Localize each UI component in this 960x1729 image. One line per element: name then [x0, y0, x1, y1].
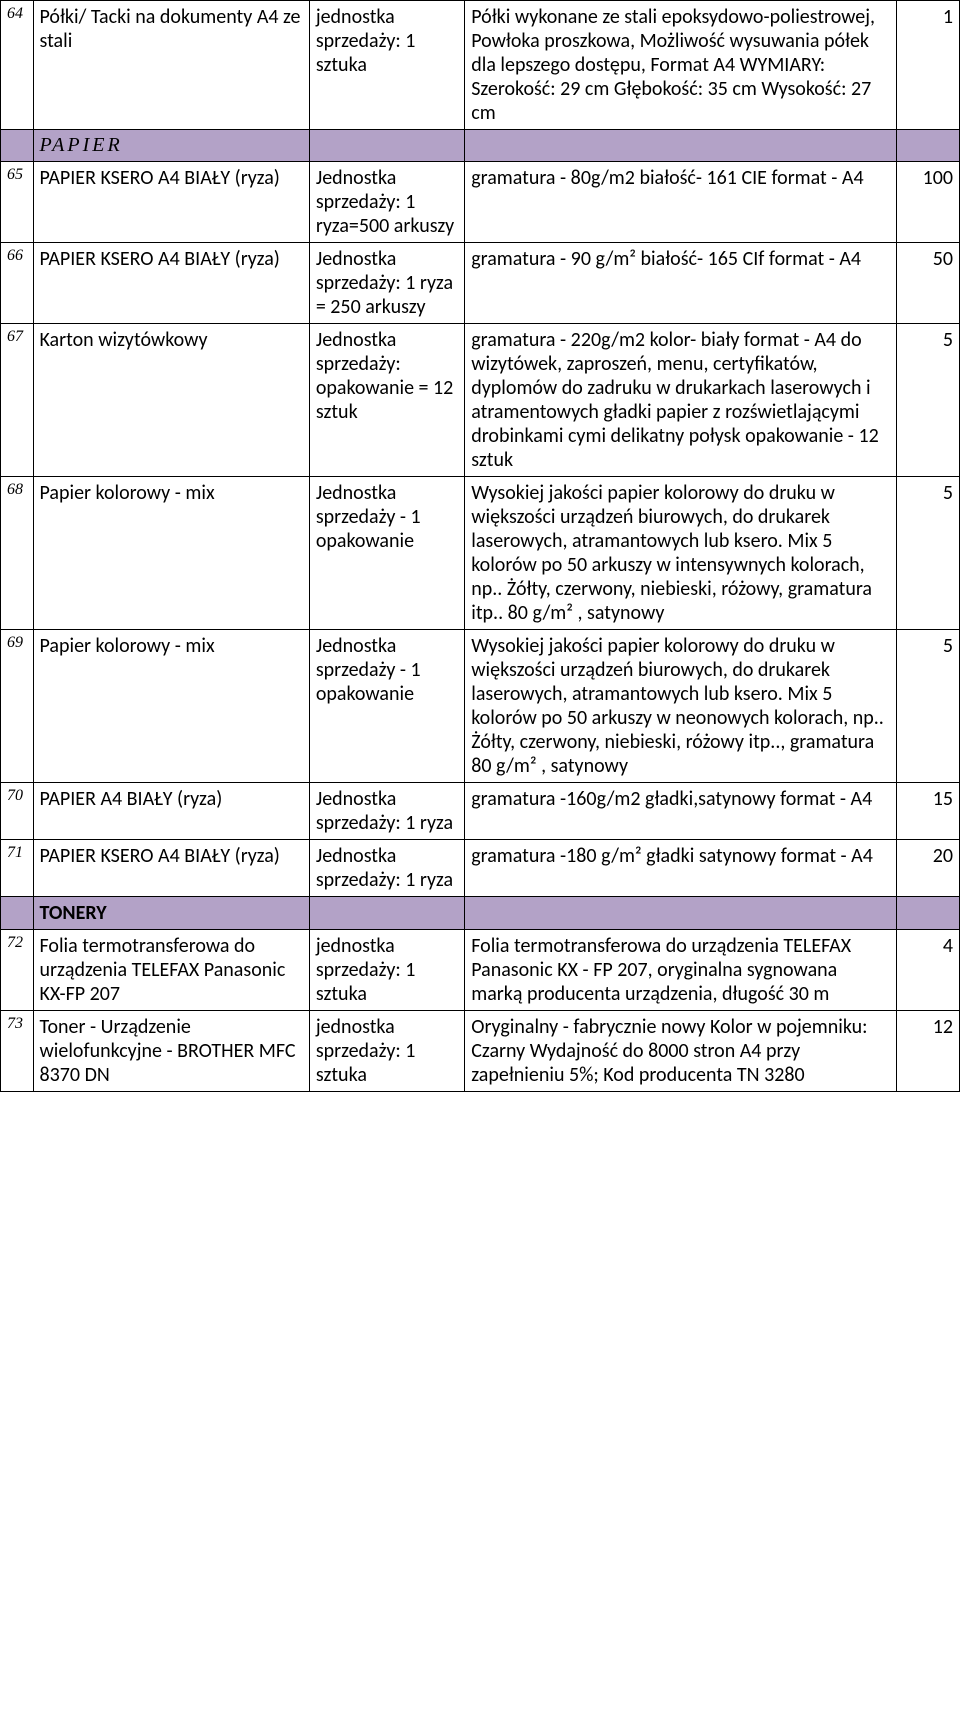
table-row: TONERY	[1, 897, 960, 930]
table-row: 66PAPIER KSERO A4 BIAŁY (ryza)Jednostka …	[1, 243, 960, 324]
quantity-cell: 5	[896, 630, 959, 783]
unit-cell: Jednostka sprzedaży: 1 ryza	[309, 783, 464, 840]
table-row: 73Toner - Urządzenie wielofunkcyjne - BR…	[1, 1011, 960, 1092]
row-number-cell	[1, 897, 34, 930]
description-cell: gramatura - 90 g/m² białość- 165 CIf for…	[465, 243, 897, 324]
unit-cell: Jednostka sprzedaży: opakowanie = 12 szt…	[309, 324, 464, 477]
row-number-cell: 66	[1, 243, 34, 324]
quantity-cell: 5	[896, 324, 959, 477]
item-name-cell: PAPIER KSERO A4 BIAŁY (ryza)	[33, 243, 309, 324]
table-row: 64Półki/ Tacki na dokumenty A4 ze stalij…	[1, 1, 960, 130]
unit-cell: Jednostka sprzedaży: 1 ryza	[309, 840, 464, 897]
table-row: 71PAPIER KSERO A4 BIAŁY (ryza)Jednostka …	[1, 840, 960, 897]
items-table: 64Półki/ Tacki na dokumenty A4 ze stalij…	[0, 0, 960, 1092]
quantity-cell: 5	[896, 477, 959, 630]
row-number-cell: 64	[1, 1, 34, 130]
row-number-cell: 69	[1, 630, 34, 783]
quantity-cell	[896, 897, 959, 930]
description-cell: Półki wykonane ze stali epoksydowo-polie…	[465, 1, 897, 130]
quantity-cell: 15	[896, 783, 959, 840]
description-cell: Folia termotransferowa do urządzenia TEL…	[465, 930, 897, 1011]
row-number-cell: 73	[1, 1011, 34, 1092]
item-name-cell: Folia termotransferowa do urządzenia TEL…	[33, 930, 309, 1011]
unit-cell: jednostka sprzedaży: 1 sztuka	[309, 930, 464, 1011]
table-row: 67Karton wizytówkowyJednostka sprzedaży:…	[1, 324, 960, 477]
item-name-cell: Półki/ Tacki na dokumenty A4 ze stali	[33, 1, 309, 130]
quantity-cell: 12	[896, 1011, 959, 1092]
row-number-cell	[1, 130, 34, 162]
quantity-cell: 20	[896, 840, 959, 897]
table-row: 65PAPIER KSERO A4 BIAŁY (ryza)Jednostka …	[1, 162, 960, 243]
row-number-cell: 68	[1, 477, 34, 630]
table-row: 69Papier kolorowy - mixJednostka sprzeda…	[1, 630, 960, 783]
row-number-cell: 71	[1, 840, 34, 897]
description-cell: gramatura -180 g/m² gładki satynowy form…	[465, 840, 897, 897]
description-cell: gramatura -160g/m2 gładki,satynowy forma…	[465, 783, 897, 840]
description-cell	[465, 130, 897, 162]
row-number-cell: 65	[1, 162, 34, 243]
unit-cell: Jednostka sprzedaży: 1 ryza=500 arkuszy	[309, 162, 464, 243]
table-row: 72Folia termotransferowa do urządzenia T…	[1, 930, 960, 1011]
quantity-cell: 100	[896, 162, 959, 243]
item-name-cell: Karton wizytówkowy	[33, 324, 309, 477]
item-name-cell: PAPIER KSERO A4 BIAŁY (ryza)	[33, 162, 309, 243]
unit-cell: Jednostka sprzedaży - 1 opakowanie	[309, 477, 464, 630]
quantity-cell: 4	[896, 930, 959, 1011]
description-cell: Oryginalny - fabrycznie nowy Kolor w poj…	[465, 1011, 897, 1092]
unit-cell: Jednostka sprzedaży: 1 ryza = 250 arkusz…	[309, 243, 464, 324]
item-name-cell: Papier kolorowy - mix	[33, 630, 309, 783]
section-label-cell: TONERY	[33, 897, 309, 930]
description-cell: Wysokiej jakości papier kolorowy do druk…	[465, 477, 897, 630]
description-cell: gramatura - 220g/m2 kolor- biały format …	[465, 324, 897, 477]
item-name-cell: PAPIER KSERO A4 BIAŁY (ryza)	[33, 840, 309, 897]
item-name-cell: PAPIER A4 BIAŁY (ryza)	[33, 783, 309, 840]
row-number-cell: 72	[1, 930, 34, 1011]
table-row: 70PAPIER A4 BIAŁY (ryza)Jednostka sprzed…	[1, 783, 960, 840]
description-cell	[465, 897, 897, 930]
quantity-cell: 50	[896, 243, 959, 324]
unit-cell: jednostka sprzedaży: 1 sztuka	[309, 1, 464, 130]
unit-cell: Jednostka sprzedaży - 1 opakowanie	[309, 630, 464, 783]
item-name-cell: Papier kolorowy - mix	[33, 477, 309, 630]
row-number-cell: 67	[1, 324, 34, 477]
description-cell: Wysokiej jakości papier kolorowy do druk…	[465, 630, 897, 783]
description-cell: gramatura - 80g/m2 białość- 161 CIE form…	[465, 162, 897, 243]
quantity-cell	[896, 130, 959, 162]
quantity-cell: 1	[896, 1, 959, 130]
section-label-cell: PAPIER	[33, 130, 309, 162]
unit-cell	[309, 130, 464, 162]
unit-cell	[309, 897, 464, 930]
row-number-cell: 70	[1, 783, 34, 840]
table-row: PAPIER	[1, 130, 960, 162]
table-row: 68Papier kolorowy - mixJednostka sprzeda…	[1, 477, 960, 630]
unit-cell: jednostka sprzedaży: 1 sztuka	[309, 1011, 464, 1092]
item-name-cell: Toner - Urządzenie wielofunkcyjne - BROT…	[33, 1011, 309, 1092]
